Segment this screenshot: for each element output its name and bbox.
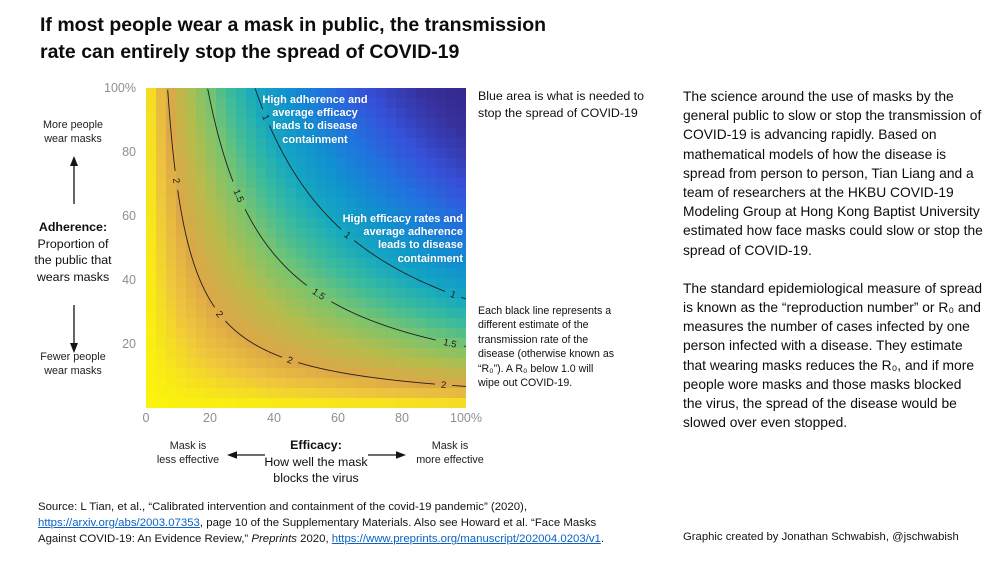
text-line: different estimate of the [478,319,589,332]
annotation-high-efficacy: High efficacy rates and average adherence… [331,213,463,266]
text-line: wear masks [44,132,102,145]
source-line: https://arxiv.org/abs/2003.07353, page 1… [38,515,658,531]
y-tick: 80 [122,145,136,159]
x-tick: 60 [331,411,345,425]
source-link[interactable]: https://www.preprints.org/manuscript/202… [331,533,601,546]
source-text: . [600,533,605,546]
annotation-blue-area: Blue area is what is needed to stop the s… [478,88,663,121]
text-line: average efficacy [272,107,358,120]
text-line: How well the mask [264,454,368,469]
annotation-black-lines: Each black line represents a different es… [478,304,643,390]
y-axis-label: Adherence: Proportion of the public that we… [7,219,139,285]
down-arrow-icon [70,305,78,353]
y-axis-more-note: More people wear masks [17,119,129,146]
text-line: wears masks [36,269,110,284]
text-line: more effective [416,453,484,466]
x-axis-more-note: Mask is more effective [401,440,499,467]
credit-note: Graphic created by Jonathan Schwabish, @… [683,531,959,543]
text-line: wear masks [44,364,102,377]
text-line: transmission rate of the [478,333,589,346]
y-axis-ticks: 100% 80 60 40 20 [84,81,136,408]
y-tick: 100% [104,81,136,95]
x-tick: 40 [267,411,281,425]
y-tick: 40 [122,273,136,287]
y-tick: 20 [122,337,136,351]
text-line: Mask is [431,440,469,452]
x-axis-ticks: 0 20 40 60 80 100% [143,411,482,429]
up-arrow-icon [70,156,78,204]
text-line: Blue area is what is needed to [478,89,645,103]
paragraph-1: The science around the use of masks by t… [683,89,983,258]
source-text: Source: L Tian, et al., “Calibrated inte… [38,501,528,513]
text-line: “R₀”). A R₀ below 1.0 will [478,362,594,375]
text-line: High efficacy rates and [342,213,463,225]
text-line: containment [282,133,348,146]
source-link[interactable]: https://arxiv.org/abs/2003.07353 [38,517,200,530]
text-line: blocks the virus [273,471,359,486]
x-tick: 20 [203,411,217,425]
source-line: Source: L Tian, et al., “Calibrated inte… [38,499,658,515]
y-axis-fewer-note: Fewer people wear masks [17,351,129,378]
text-line: rate can entirely stop the spread of COV… [40,41,460,63]
text-line: average adherence [363,226,463,239]
text-line: Fewer people [40,351,106,363]
text-line: Mask is [169,440,207,452]
text-line: leads to disease [272,120,358,133]
page-title: If most people wear a mask in public, th… [40,12,640,66]
source-text: 2020, [296,533,332,546]
text-line: Efficacy: [290,438,342,452]
text-line: If most people wear a mask in public, th… [40,14,547,36]
text-line: wipe out COVID-19. [478,377,573,390]
x-tick: 100% [450,411,482,425]
source-line: Against COVID-19: An Evidence Review,” P… [38,531,658,547]
text-line: High adherence and [262,94,368,106]
right-arrow-icon [368,451,406,459]
text-line: Proportion of [37,236,109,251]
contour-canvas [146,88,466,408]
source-text: Against COVID-19: An Evidence Review,” [38,533,252,546]
text-line: less effective [156,453,220,466]
left-arrow-icon [227,451,265,459]
text-line: disease (otherwise known as [478,348,615,361]
text-line: leads to disease [378,239,463,252]
source-text: , page 10 of the Supplementary Materials… [199,517,597,530]
y-tick: 60 [122,209,136,223]
source-note: Source: L Tian, et al., “Calibrated inte… [38,499,658,548]
x-tick: 0 [142,411,150,425]
source-text: Preprints [251,533,297,546]
text-line: Each black line represents a [478,305,612,317]
text-line: the public that [34,253,112,268]
annotation-high-adherence: High adherence and average efficacy leads … [259,94,371,147]
text-line: stop the spread of COVID-19 [478,105,638,120]
text-line: Adherence: [38,220,108,234]
right-column: The science around the use of masks by t… [683,87,984,432]
x-axis-less-note: Mask is less effective [139,440,237,467]
x-axis-label: Efficacy: How well the mask blocks the vir… [245,437,387,487]
text-line: containment [397,252,463,265]
x-tick: 80 [395,411,409,425]
paragraph-2: The standard epidemiological measure of … [683,280,983,431]
text-line: More people [42,119,104,131]
